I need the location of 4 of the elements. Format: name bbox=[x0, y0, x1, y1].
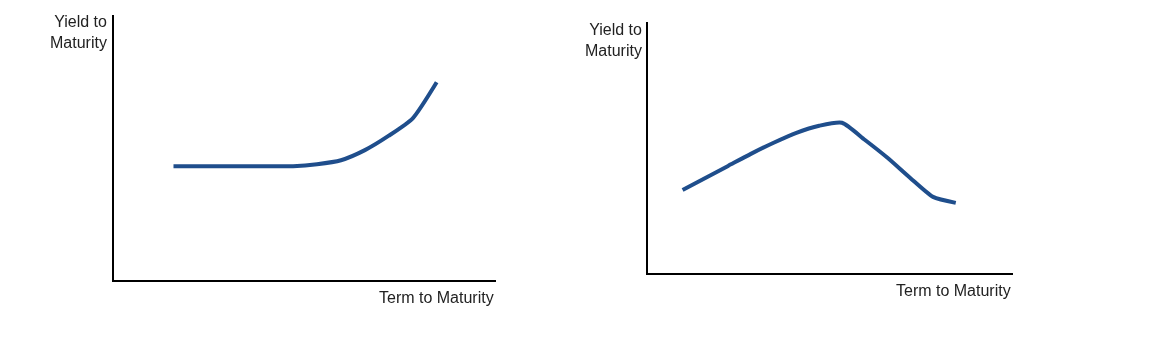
y-axis-title: Yield to Maturity bbox=[585, 21, 642, 59]
x-axis-title: Term to Maturity bbox=[379, 289, 494, 306]
y-axis-title: Yield to Maturity bbox=[50, 13, 107, 51]
x-axis-title: Term to Maturity bbox=[896, 282, 1011, 299]
